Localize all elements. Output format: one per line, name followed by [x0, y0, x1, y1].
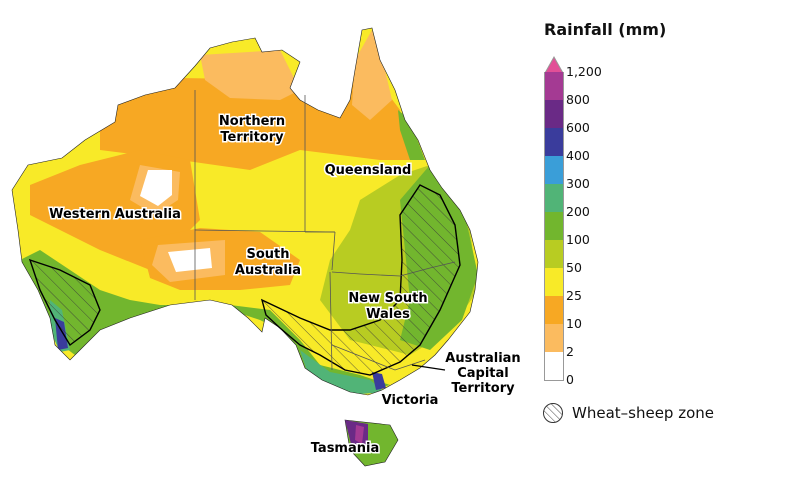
wheat-sheep-zone-label: Wheat–sheep zone: [572, 404, 714, 422]
rainfall-2-10-topend: [200, 50, 300, 100]
legend-swatch: [544, 240, 564, 268]
legend: Rainfall (mm) 1,200 800 600 400 300 200 100 50 2…: [540, 0, 808, 487]
act-leader-line: [411, 364, 446, 371]
wheat-sheep-zone-key: Wheat–sheep zone: [542, 402, 714, 424]
label-tasmania: Tasmania: [311, 441, 380, 456]
rainfall-2-10-cape: [352, 30, 392, 120]
legend-tick-label: 25: [566, 288, 582, 303]
legend-tick-label: 300: [566, 176, 590, 191]
rainfall-0-2-wa: [140, 170, 172, 206]
label-act-line3: Territory: [451, 381, 515, 396]
legend-swatch: [544, 100, 564, 128]
legend-scale: [544, 72, 564, 381]
legend-swatch: [544, 296, 564, 324]
rainfall-map: Northern Territory Queensland Western Au…: [11, 27, 522, 467]
legend-tick-label: 0: [566, 372, 574, 387]
label-act-line1: Australian: [445, 351, 520, 366]
legend-swatch: [544, 352, 564, 381]
wheat-sheep-zone-wa: [28, 258, 101, 347]
rainfall-0-2-sa: [168, 248, 212, 272]
legend-tick-label: 800: [566, 92, 590, 107]
state-borders: [194, 90, 456, 371]
legend-swatch: [544, 72, 564, 100]
label-northern-territory-line1: Northern: [219, 114, 285, 129]
label-western-australia: Western Australia: [49, 207, 181, 222]
rainfall-100-200-qld-coast: [398, 110, 425, 160]
label-victoria: Victoria: [382, 393, 439, 408]
legend-tick-label: 400: [566, 148, 590, 163]
rainfall-400-600-alps: [372, 372, 386, 390]
legend-tick-label: 50: [566, 260, 582, 275]
legend-tick-label: 600: [566, 120, 590, 135]
legend-swatch: [544, 324, 564, 352]
legend-swatch: [544, 268, 564, 296]
legend-tick-label: 1,200: [566, 64, 602, 79]
legend-tick-label: 10: [566, 316, 582, 331]
legend-tick-label: 200: [566, 204, 590, 219]
legend-swatch: [544, 156, 564, 184]
label-new-south-wales-line2: Wales: [366, 307, 410, 322]
legend-swatch: [544, 212, 564, 240]
label-act-line2: Capital: [457, 366, 509, 381]
legend-swatch: [544, 128, 564, 156]
rainfall-layers: [12, 28, 478, 395]
label-south-australia-line1: South: [246, 247, 289, 262]
rainfall-800-1200-tasmania: [355, 425, 364, 444]
hatch-swatch-icon: [543, 403, 563, 423]
legend-title: Rainfall (mm): [544, 20, 667, 39]
legend-swatch: [544, 184, 564, 212]
legend-tick-label: 2: [566, 344, 574, 359]
label-queensland: Queensland: [325, 163, 412, 178]
label-northern-territory-line2: Territory: [220, 130, 284, 145]
legend-tick-label: 100: [566, 232, 590, 247]
wheat-sheep-zone-east: [260, 184, 461, 376]
label-south-australia-line2: Australia: [235, 263, 301, 278]
label-new-south-wales-line1: New South: [348, 291, 427, 306]
